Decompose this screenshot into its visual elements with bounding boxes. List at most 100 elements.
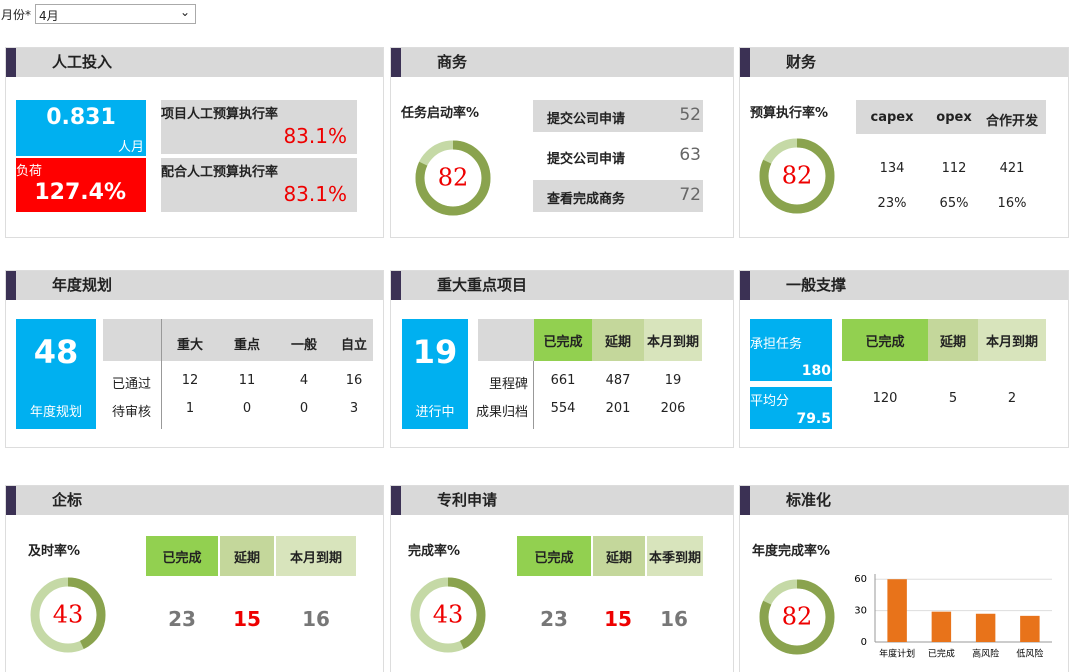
rate-box: 配合人工预算执行率 83.1% bbox=[161, 158, 357, 212]
tile: 0.831 人月 bbox=[16, 100, 146, 156]
tile-value: 79.5 bbox=[796, 411, 831, 427]
x-tick-label: 高风险 bbox=[972, 648, 999, 660]
panel-title: 标准化 bbox=[740, 486, 1068, 515]
cell: 487 bbox=[605, 373, 631, 388]
tile-value: 127.4% bbox=[34, 180, 126, 205]
panel-title: 企标 bbox=[6, 486, 383, 515]
cell: 16 bbox=[660, 607, 688, 631]
cell: 112 bbox=[941, 161, 967, 176]
item: 查看完成商务 72 bbox=[533, 180, 703, 212]
gauge-value: 82 bbox=[782, 603, 813, 631]
tile-value: 48 bbox=[33, 333, 79, 371]
tile-unit: 人月 bbox=[117, 140, 144, 155]
tile: 平均分 79.5 bbox=[750, 387, 832, 429]
panel: 财务 预算执行率% 82 capex opex 合作开发 134 112 421… bbox=[739, 47, 1069, 238]
divider bbox=[161, 319, 162, 429]
cell: 23 bbox=[540, 607, 568, 631]
column-header: 已完成 bbox=[146, 536, 218, 576]
gauge-label: 及时率% bbox=[28, 544, 81, 559]
item-value: 72 bbox=[679, 185, 701, 205]
table-header bbox=[103, 319, 373, 361]
month-select[interactable]: 4月 ⌄ bbox=[35, 4, 196, 24]
rate-value: 83.1% bbox=[283, 124, 347, 148]
column-header: 重大 bbox=[176, 338, 203, 353]
item-label: 查看完成商务 bbox=[547, 192, 626, 207]
tile-label: 进行中 bbox=[415, 405, 455, 420]
cell: 0 bbox=[299, 401, 309, 416]
panel: 标准化 年度完成率% 82 0 30 60 年度计划 已完成 高风险 低风险 bbox=[739, 485, 1069, 672]
tile-value: 19 bbox=[412, 333, 458, 371]
item: 提交公司申请 63 bbox=[533, 140, 703, 172]
x-tick-label: 年度计划 bbox=[879, 648, 915, 660]
rate-box: 项目人工预算执行率 83.1% bbox=[161, 100, 357, 154]
y-tick-label: 0 bbox=[861, 637, 867, 648]
bar bbox=[931, 611, 952, 642]
rate-label: 配合人工预算执行率 bbox=[161, 165, 279, 180]
select-value: 4月 bbox=[39, 9, 59, 23]
panel: 重大重点项目 19 进行中 已完成 延期 本月到期 里程碑 成果归档 661 4… bbox=[390, 270, 734, 448]
gauge: 43 bbox=[30, 577, 106, 653]
panel-title: 年度规划 bbox=[6, 271, 383, 300]
gauge: 43 bbox=[410, 577, 486, 653]
cell: 16 bbox=[345, 373, 363, 388]
rate-value: 83.1% bbox=[283, 182, 347, 206]
gauge-arc bbox=[759, 579, 835, 655]
cell: 661 bbox=[550, 373, 576, 388]
item-value: 52 bbox=[679, 105, 701, 125]
tile-label: 承担任务 bbox=[750, 337, 803, 352]
column-header: capex bbox=[870, 110, 914, 125]
cell: 23% bbox=[877, 196, 907, 211]
cell: 4 bbox=[299, 373, 309, 388]
cell: 554 bbox=[550, 401, 576, 416]
gauge-label: 任务启动率% bbox=[401, 106, 480, 121]
panel: 人工投入 0.831 人月 负荷 127.4% 项目人工预算执行率 83.1% … bbox=[5, 47, 384, 238]
cell: 2 bbox=[1007, 391, 1017, 406]
column-header: 延期 bbox=[220, 536, 274, 576]
column-header: 合作开发 bbox=[985, 114, 1038, 129]
cell: 201 bbox=[605, 401, 631, 416]
gauge-label: 完成率% bbox=[408, 544, 461, 559]
y-tick-label: 30 bbox=[854, 606, 867, 617]
table-header bbox=[856, 100, 1046, 134]
panel-title: 专利申请 bbox=[391, 486, 733, 515]
column-header: 已完成 bbox=[534, 319, 592, 361]
tile-label: 负荷 bbox=[16, 164, 43, 179]
gauge-arc bbox=[759, 138, 835, 214]
x-tick-label: 已完成 bbox=[928, 648, 955, 660]
column-header: 一般 bbox=[290, 338, 317, 353]
gauge: 82 bbox=[759, 138, 835, 214]
column-header: 延期 bbox=[592, 319, 644, 361]
column-header: opex bbox=[936, 110, 972, 125]
tile: 48 年度规划 bbox=[16, 319, 96, 429]
item-label: 提交公司申请 bbox=[547, 152, 626, 167]
bar-chart: 0 30 60 年度计划 已完成 高风险 低风险 bbox=[854, 574, 1052, 660]
panel-title: 财务 bbox=[740, 48, 1068, 77]
row-label: 成果归档 bbox=[475, 405, 528, 420]
tile-label: 平均分 bbox=[750, 394, 790, 409]
column-header: 延期 bbox=[593, 536, 645, 576]
cell: 120 bbox=[872, 391, 898, 406]
cell: 5 bbox=[948, 391, 958, 406]
column-header: 本月到期 bbox=[276, 536, 356, 576]
cell: 15 bbox=[604, 607, 632, 631]
tile-value: 0.831 bbox=[46, 105, 116, 130]
panel-title: 一般支撑 bbox=[740, 271, 1068, 300]
cell: 65% bbox=[939, 196, 969, 211]
column-header: 已完成 bbox=[842, 319, 928, 361]
item-value: 63 bbox=[679, 145, 701, 165]
panel: 商务 任务启动率% 82 提交公司申请 52 提交公司申请 63 查看完成商务 72 bbox=[390, 47, 734, 238]
cell: 15 bbox=[233, 607, 261, 631]
x-tick-label: 低风险 bbox=[1016, 648, 1043, 660]
cell: 12 bbox=[181, 373, 199, 388]
column-header: 重点 bbox=[233, 338, 260, 353]
gauge-arc bbox=[410, 577, 486, 653]
tile: 负荷 127.4% bbox=[16, 158, 146, 212]
column-header: 自立 bbox=[340, 338, 367, 353]
tile: 19 进行中 bbox=[402, 319, 468, 429]
panel-title: 重大重点项目 bbox=[391, 271, 733, 300]
cell: 421 bbox=[999, 161, 1025, 176]
panel: 企标 及时率% 43 已完成 延期 本月到期 23 15 16 bbox=[5, 485, 384, 672]
tile-label: 年度规划 bbox=[29, 405, 82, 420]
gauge-arc bbox=[415, 140, 491, 216]
